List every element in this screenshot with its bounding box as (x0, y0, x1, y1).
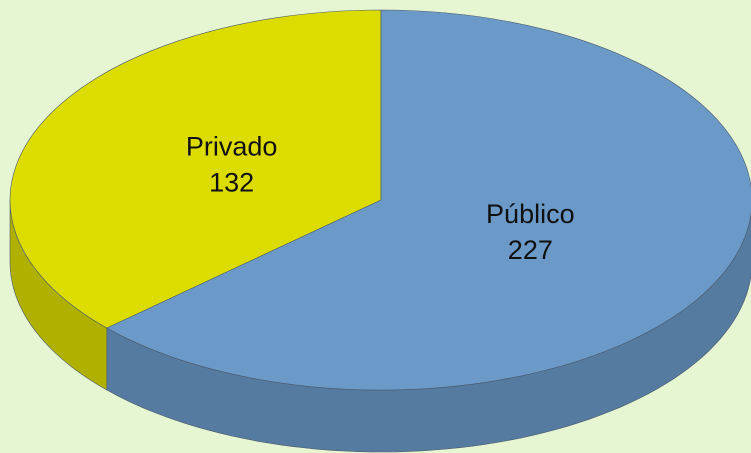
slice-value: 132 (209, 167, 254, 197)
pie-slice (9, 9, 382, 329)
pie-slice (106, 9, 751, 391)
slice-label: Privado (186, 131, 278, 161)
slice-value: 227 (508, 235, 553, 265)
slice-label: Público (486, 199, 575, 229)
